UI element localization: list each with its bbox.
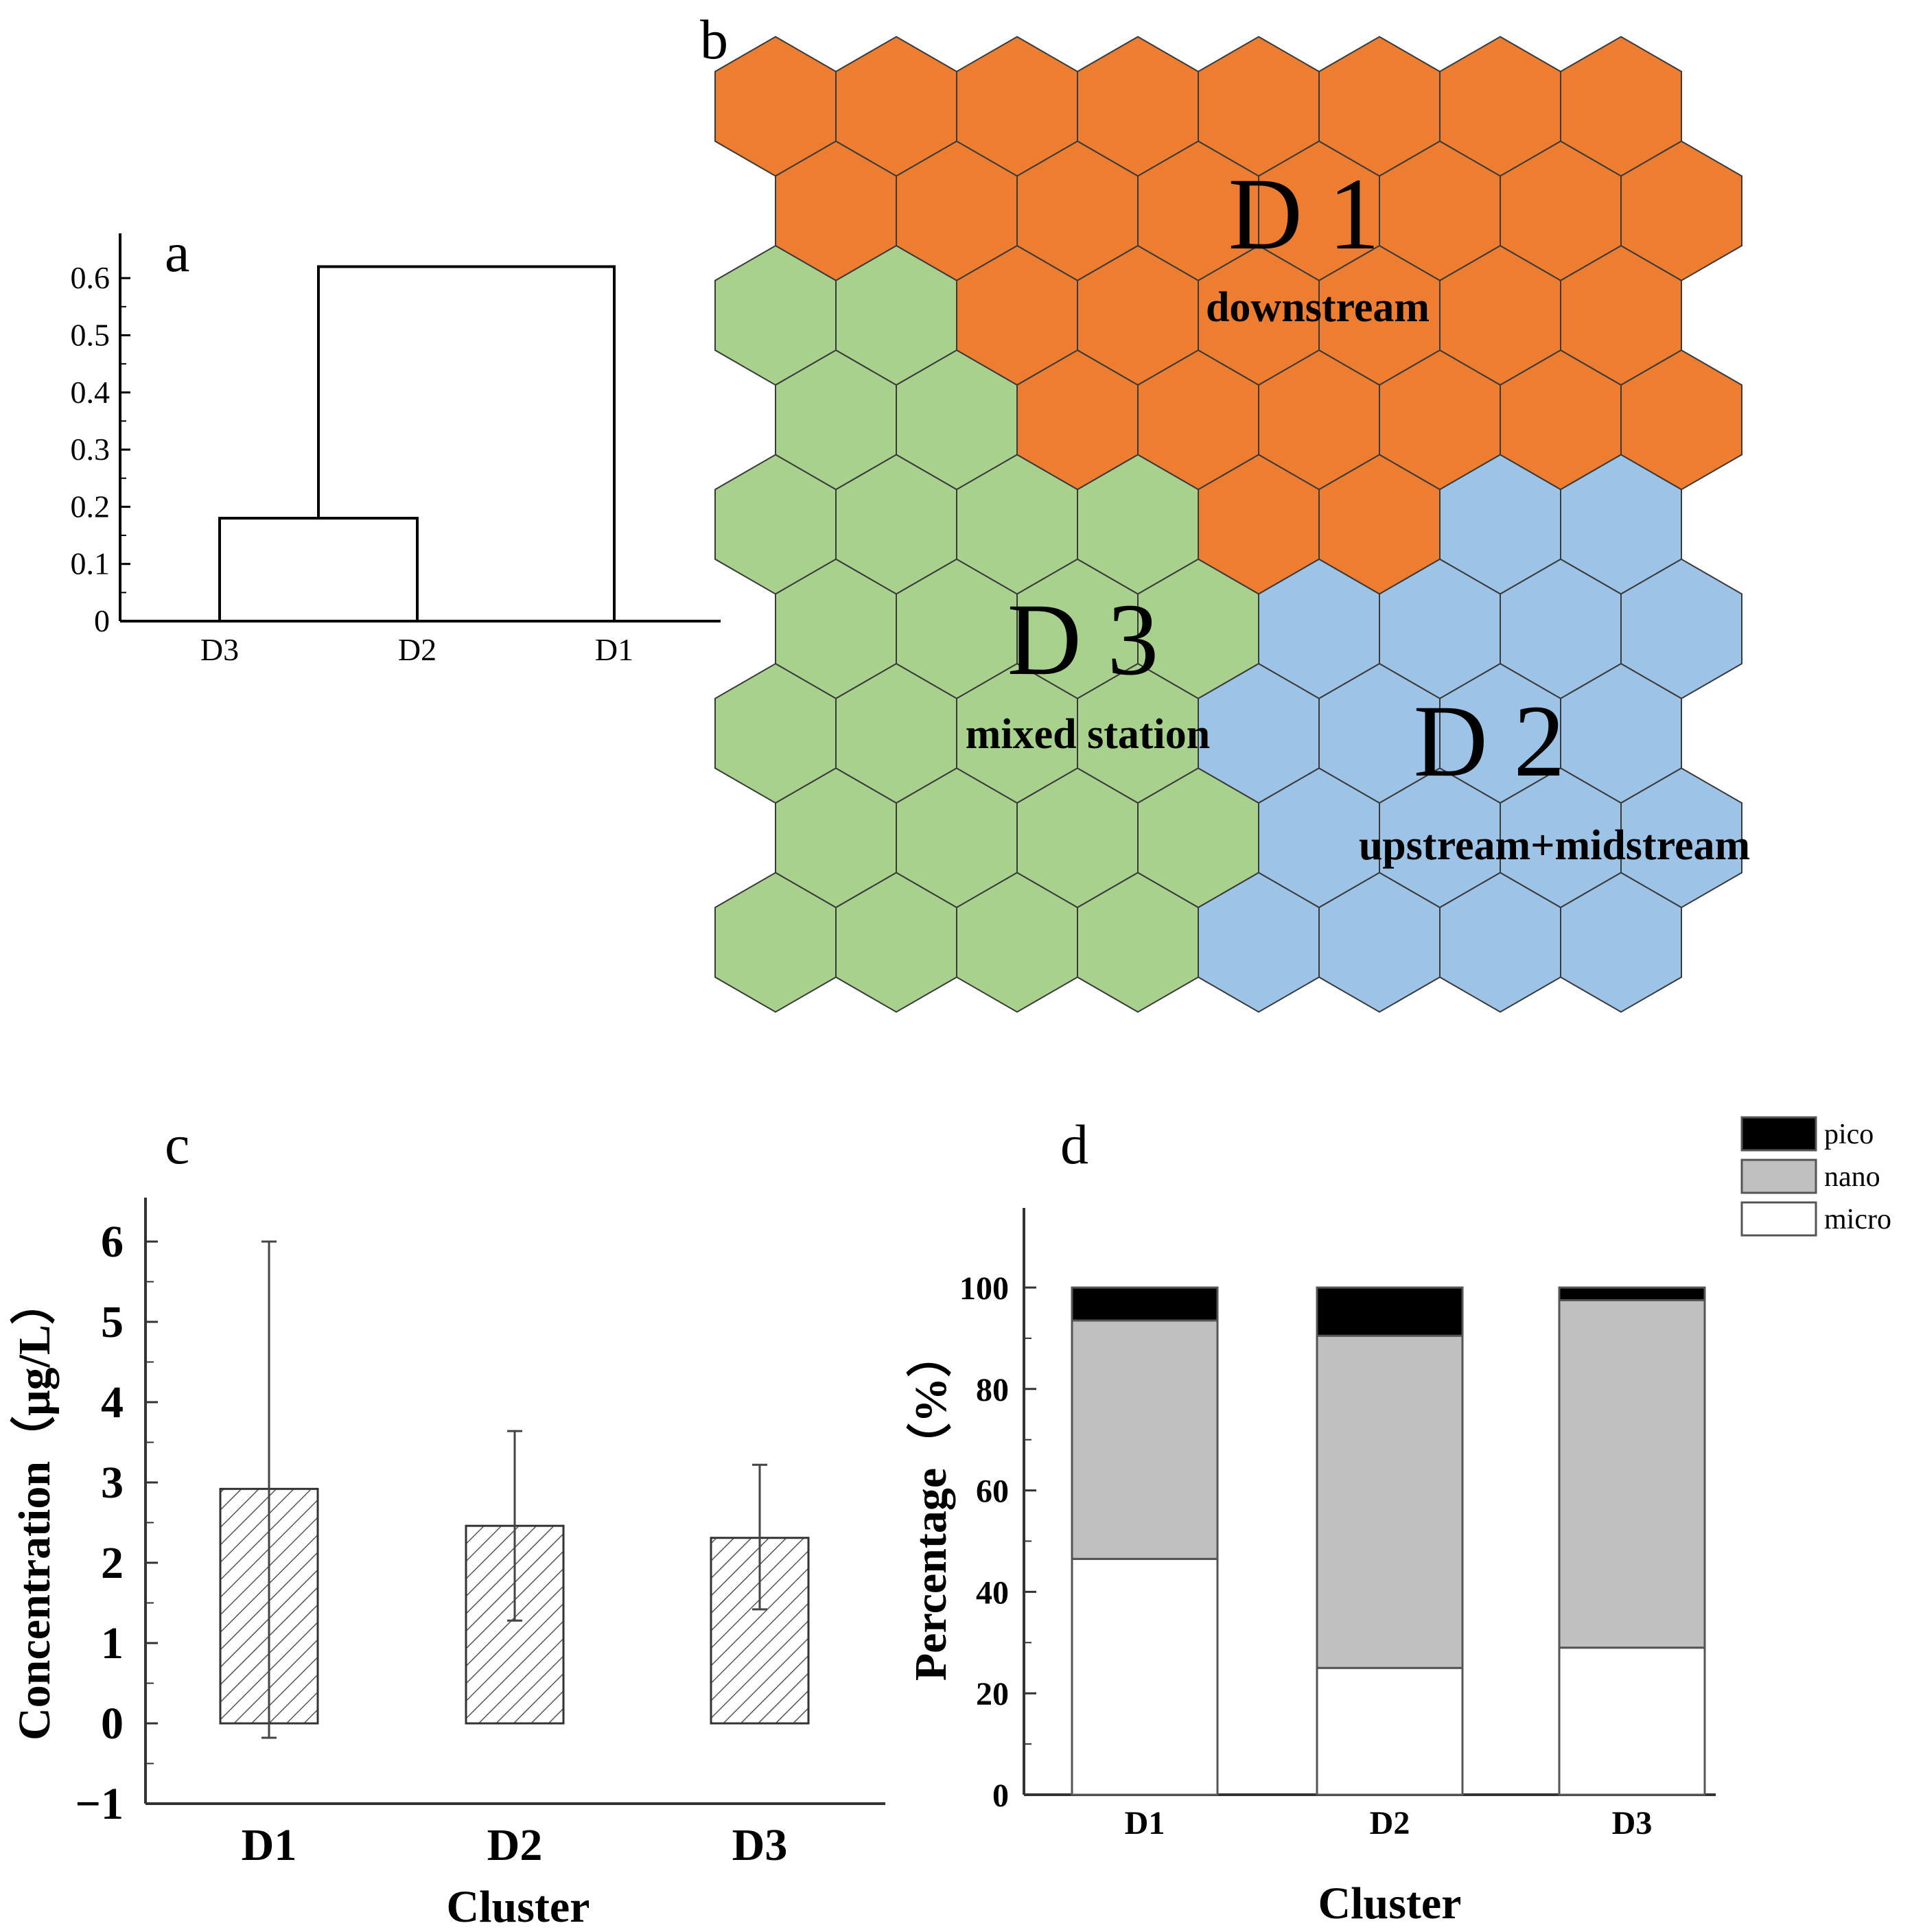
bar-d-ytick-label: 80	[976, 1372, 1009, 1408]
dendrogram-leaf-D2: D2	[398, 632, 436, 667]
dendrogram-ytick-label: 0.4	[71, 375, 110, 410]
dendrogram-ytick-label: 0.6	[71, 260, 110, 295]
panel-letter-b: b	[700, 8, 728, 71]
legend-swatch-nano	[1740, 1159, 1817, 1194]
bar-d-xtick-D2: D2	[1370, 1805, 1410, 1841]
dendrogram-ticks: 0 0.1 0.2 0.3 0.4 0.5 0.6	[71, 260, 130, 638]
bar-d-D3-micro	[1558, 1646, 1706, 1796]
bar-d-D2-pico	[1316, 1286, 1464, 1337]
dendrogram-links	[218, 265, 616, 621]
bar-c-ytick-label: 2	[101, 1538, 124, 1588]
panel-d-stacked-bar-chart: d 100 80 60 40 20 0 D1 D2 D3 Cluster Percenta…	[905, 1113, 1891, 1929]
dendrogram-leaf-D1: D1	[595, 632, 633, 667]
bar-d-xtick-D3: D3	[1612, 1805, 1653, 1841]
bar-c-ytick-label: 6	[101, 1217, 124, 1267]
dendrogram-link-D3-D2	[218, 517, 419, 621]
legend-swatch-pico	[1740, 1116, 1817, 1152]
cluster-subtitle-D1: downstream	[1206, 284, 1430, 331]
bar-d-ytick-label: 20	[976, 1676, 1009, 1712]
cluster-label-D3: D 3	[1007, 583, 1159, 697]
bar-c-ytick-label: 3	[101, 1458, 124, 1508]
bar-d-D2-nano	[1316, 1334, 1464, 1669]
panel-letter-c: c	[165, 1113, 189, 1176]
bar-c-ylabel: Concentration（μg/L）	[9, 1279, 60, 1741]
bar-d-D2-micro	[1316, 1666, 1464, 1796]
bar-d-ytick-label: 0	[992, 1778, 1009, 1814]
bar-d-xtick-D1: D1	[1125, 1805, 1165, 1841]
bar-d-ylabel: Percentage（%）	[905, 1332, 956, 1681]
dendrogram-link-root	[317, 265, 616, 621]
dendrogram-ytick-label: 0	[94, 603, 110, 638]
bar-d-D1-micro	[1071, 1557, 1219, 1796]
bar-c-ytick-label: −1	[75, 1779, 124, 1829]
bar-d-D1-pico	[1071, 1286, 1219, 1322]
bar-d-D3-nano	[1558, 1299, 1706, 1649]
panel-c-bar-chart: c 6 5 4 3 2 1 0 −1 D1 D2 D3 Cluster Concentrati…	[9, 1113, 885, 1932]
bar-c-ytick-label: 5	[101, 1297, 124, 1347]
legend-swatch-micro	[1740, 1201, 1817, 1237]
bar-d-D3-pico	[1558, 1286, 1706, 1301]
panel-b-som-map: b D 1 downstream D 3 mixed station D 2 u…	[700, 8, 1750, 1013]
bar-c-xtick-D3: D3	[732, 1820, 788, 1870]
dendrogram-ytick-label: 0.2	[71, 489, 110, 524]
dendrogram-ytick-label: 0.3	[71, 432, 110, 467]
dendrogram-ytick-label: 0.5	[71, 318, 110, 353]
panel-letter-a: a	[165, 221, 189, 283]
bar-d-ticks: 100 80 60 40 20 0	[959, 1270, 1036, 1814]
bar-c-ytick-label: 4	[101, 1377, 124, 1428]
som-hex-grid	[714, 36, 1742, 1013]
bar-d-ytick-label: 60	[976, 1474, 1009, 1510]
hex-cell-cluster-2	[1560, 872, 1682, 1013]
cluster-label-D1: D 1	[1228, 157, 1380, 271]
bar-c-bars	[219, 1240, 810, 1739]
cluster-subtitle-D2: upstream+midstream	[1359, 822, 1750, 869]
bar-d-bars	[1071, 1286, 1706, 1796]
bar-c-ytick-label: 1	[101, 1618, 124, 1668]
bar-d-D1-nano	[1071, 1319, 1219, 1560]
bar-d-ytick-label: 100	[959, 1270, 1009, 1307]
dendrogram-ytick-label: 0.1	[71, 546, 110, 581]
panel-a-dendrogram: a 0 0.1 0.2 0.3 0.4 0.5 0.6 D3 D2 D1	[71, 221, 721, 667]
bar-d-legend: pico nano micro	[1740, 1116, 1891, 1237]
bar-d-ytick-label: 40	[976, 1574, 1009, 1611]
bar-c-xlabel: Cluster	[447, 1882, 590, 1932]
legend-label-nano: nano	[1824, 1161, 1880, 1193]
cluster-label-D2: D 2	[1414, 684, 1565, 798]
bar-c-ticks: 6 5 4 3 2 1 0 −1	[75, 1217, 158, 1829]
bar-d-xlabel: Cluster	[1318, 1878, 1462, 1929]
bar-c-xtick-D1: D1	[242, 1820, 297, 1870]
dendrogram-leaf-D3: D3	[200, 632, 239, 667]
cluster-subtitle-D3: mixed station	[966, 711, 1211, 758]
bar-c-xtick-D2: D2	[487, 1820, 543, 1870]
bar-c-ytick-label: 0	[101, 1699, 124, 1749]
legend-label-pico: pico	[1824, 1119, 1874, 1150]
legend-label-micro: micro	[1824, 1204, 1891, 1235]
panel-letter-d: d	[1060, 1113, 1088, 1176]
